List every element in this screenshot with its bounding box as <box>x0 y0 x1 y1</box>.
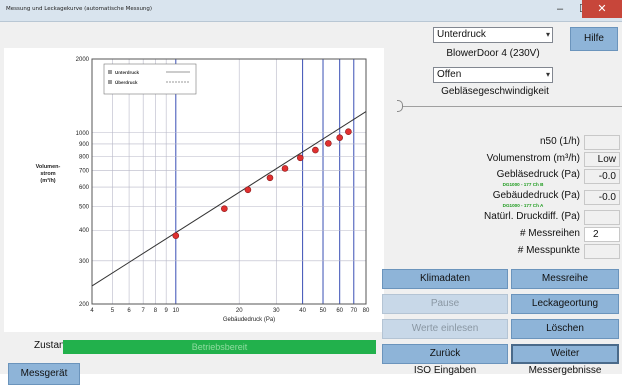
data-point <box>296 154 304 162</box>
fan-speed-slider-handle[interactable] <box>397 100 403 112</box>
klimadaten-button[interactable]: Klimadaten <box>382 269 508 289</box>
x-tick-label: 4 <box>90 308 94 314</box>
messreihe-button[interactable]: Messreihe <box>511 269 619 289</box>
geblaesedruck-label: Gebläsedruck (Pa) <box>496 169 580 180</box>
legend-marker <box>108 80 112 84</box>
messpunkte-label: # Messpunkte <box>517 245 580 256</box>
messgeraet-button[interactable]: Messgerät <box>8 363 80 385</box>
legend-marker <box>108 70 112 74</box>
x-tick-label: 8 <box>154 308 158 314</box>
x-tick-label: 60 <box>336 308 343 314</box>
fan-speed-track[interactable] <box>398 106 622 107</box>
data-point <box>325 140 332 147</box>
window-title: Messung und Leckagekurve (automatische M… <box>6 6 153 12</box>
y-tick-label: 300 <box>79 259 90 265</box>
y-tick-label: 900 <box>79 142 90 148</box>
data-point <box>312 146 319 154</box>
chevron-down-icon: ▾ <box>545 30 550 39</box>
legend-box <box>103 63 197 95</box>
x-axis-label: Gebäudedruck (Pa) <box>223 317 275 323</box>
state-select-value: Offen <box>437 69 462 80</box>
loeschen-button[interactable]: Löschen <box>511 319 619 339</box>
x-tick-label: 80 <box>363 308 370 314</box>
device-label: BlowerDoor 4 (230V) <box>446 48 540 59</box>
data-point <box>281 165 289 172</box>
y-tick-label: 500 <box>79 205 90 211</box>
iso-eingaben-label[interactable]: ISO Eingaben <box>413 365 477 376</box>
y-tick-label: 200 <box>79 302 90 308</box>
weiter-button[interactable]: Weiter <box>511 344 619 364</box>
messreihen-label: # Messreihen <box>519 228 580 239</box>
fan-speed-label: Gebläsegeschwindigkeit <box>441 86 549 97</box>
gebaeudedruck-value: -0.0 <box>584 190 620 205</box>
x-tick-label: 7 <box>142 308 146 314</box>
messergebnisse-label[interactable]: Messergebnisse <box>528 365 602 376</box>
n50-value <box>584 135 620 150</box>
gebaeudedruck-label: Gebäudedruck (Pa) <box>492 190 580 201</box>
n50-label: n50 (1/h) <box>539 136 580 147</box>
natuerl-druckdiff-label: Natürl. Druckdiff. (Pa) <box>484 211 580 222</box>
y-tick-label: 800 <box>79 154 90 160</box>
volumenstrom-label: Volumenstrom (m³/h) <box>486 153 580 164</box>
messpunkte-value <box>584 244 620 259</box>
x-tick-label: 40 <box>299 308 306 314</box>
data-point <box>221 205 228 212</box>
help-button[interactable]: Hilfe <box>570 27 618 51</box>
leakage-chart: 4 5 6 7 8 9 10 20 30 40 50 60 70 80 200 300 400 500 600 700… <box>4 48 384 332</box>
leckageortung-button[interactable]: Leckageortung <box>511 294 619 314</box>
geblaesedruck-value: -0.0 <box>584 169 620 184</box>
gebaeudedruck-channel: DG1000 - 177 Ch A <box>502 203 544 208</box>
data-point <box>244 186 252 194</box>
legend-entry: Unterdruck <box>115 70 140 75</box>
x-tick-label: 9 <box>164 308 168 314</box>
natuerl-druckdiff-value <box>584 210 620 225</box>
state-select[interactable]: Offen ▾ <box>433 67 553 83</box>
data-point <box>336 134 343 141</box>
legend-entry: Überdruck <box>115 79 138 85</box>
y-tick-label: 1000 <box>76 131 90 137</box>
pause-button[interactable]: Pause <box>382 294 508 314</box>
title-bar: Messung und Leckagekurve (automatische M… <box>0 0 622 22</box>
data-point <box>345 128 352 135</box>
y-axis-label: strom <box>40 171 55 177</box>
mode-select[interactable]: Unterdruck ▾ <box>433 27 553 43</box>
y-tick-label: 600 <box>79 185 90 191</box>
chevron-down-icon: ▾ <box>545 70 550 79</box>
x-tick-label: 6 <box>127 308 131 314</box>
y-tick-label: 700 <box>79 169 90 175</box>
minimize-button[interactable]: – <box>556 3 564 15</box>
geblaesedruck-channel: DG1000 - 177 Ch B <box>502 182 544 187</box>
volumenstrom-value: Low <box>584 152 620 167</box>
y-axis-label: (m³/h) <box>40 177 55 184</box>
x-tick-label: 30 <box>273 308 280 314</box>
x-tick-label: 50 <box>320 308 327 314</box>
x-tick-label: 10 <box>172 308 179 314</box>
werte-einlesen-button[interactable]: Werte einlesen <box>382 319 508 339</box>
x-tick-label: 70 <box>350 308 357 314</box>
messreihen-value[interactable]: 2 <box>584 227 620 242</box>
fit-line <box>91 111 367 287</box>
mode-select-value: Unterdruck <box>437 29 486 40</box>
status-bar: Betriebsbereit <box>63 340 376 354</box>
zurueck-button[interactable]: Zurück <box>382 344 508 364</box>
data-point <box>266 174 274 182</box>
close-button[interactable]: ✕ <box>582 0 622 18</box>
plot-frame <box>91 58 367 305</box>
y-axis-label: Volumen- <box>36 164 61 170</box>
x-tick-label: 5 <box>111 308 115 314</box>
status-label: Zustand <box>34 340 71 351</box>
x-tick-label: 20 <box>236 308 243 314</box>
main-panel: 4 5 6 7 8 9 10 20 30 40 50 60 70 80 200 300 400 500 600 700… <box>0 22 622 385</box>
y-tick-label: 2000 <box>76 57 90 63</box>
data-point <box>172 232 180 240</box>
y-tick-label: 400 <box>79 228 90 234</box>
